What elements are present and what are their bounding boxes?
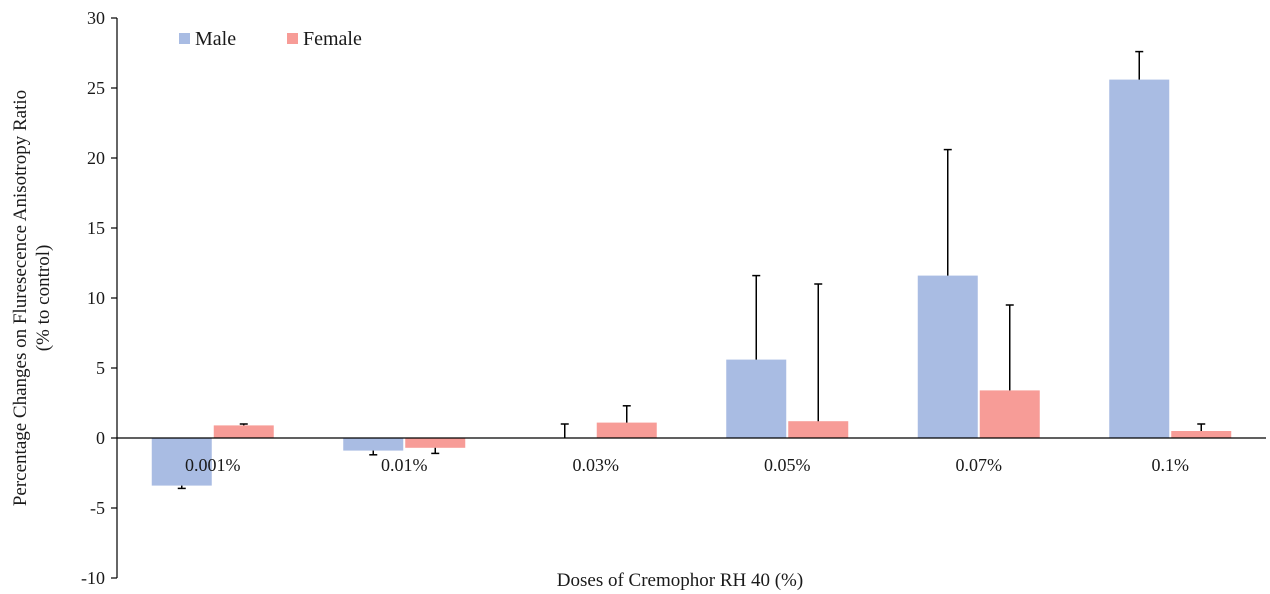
legend-swatch-female <box>287 33 298 44</box>
y-tick-label: 15 <box>87 218 105 238</box>
legend-swatch-male <box>179 33 190 44</box>
y-tick-label: 25 <box>87 78 105 98</box>
x-tick-label: 0.1% <box>1152 455 1190 475</box>
y-tick-label: -10 <box>81 568 105 588</box>
bar-male <box>151 438 212 486</box>
category-labels: 0.001% 0.01% 0.03% 0.05% 0.07% 0.1% <box>185 455 1189 475</box>
error-bars <box>177 50 1206 490</box>
y-tick-label: 20 <box>87 148 105 168</box>
bars <box>151 79 1232 486</box>
bar-female <box>979 390 1040 438</box>
bar-male <box>343 438 404 451</box>
x-tick-label: 0.07% <box>956 455 1003 475</box>
y-tick-label: 0 <box>96 428 105 448</box>
y-tick-label: 30 <box>87 8 105 28</box>
legend-label-male: Male <box>195 28 236 50</box>
x-tick-label: 0.01% <box>381 455 428 475</box>
x-axis-title: Doses of Cremophor RH 40 (%) <box>557 570 803 591</box>
y-tick-label: 5 <box>96 358 105 378</box>
x-tick-label: 0.001% <box>185 455 241 475</box>
x-tick-label: 0.05% <box>764 455 811 475</box>
bar-male <box>917 275 978 438</box>
legend-label-female: Female <box>303 28 362 50</box>
y-tick-label: 10 <box>87 288 105 308</box>
bar-female <box>405 438 466 448</box>
bar-female <box>1171 431 1232 438</box>
bar-female <box>596 422 657 438</box>
y-axis-title-line1: Percentage Changes on Fluresecence Aniso… <box>10 90 31 506</box>
bar-female <box>788 421 849 438</box>
bar-female <box>213 425 274 438</box>
y-tick-label: -5 <box>90 498 105 518</box>
y-axis: -10 -5 0 5 10 15 20 25 30 <box>81 8 118 588</box>
y-axis-title-line2: (% to control) <box>33 245 54 352</box>
legend: Male Female <box>179 28 362 50</box>
y-axis-title: Percentage Changes on Fluresecence Aniso… <box>10 90 54 506</box>
bar-male <box>726 359 787 438</box>
bar-male <box>1109 79 1170 438</box>
x-tick-label: 0.03% <box>573 455 620 475</box>
